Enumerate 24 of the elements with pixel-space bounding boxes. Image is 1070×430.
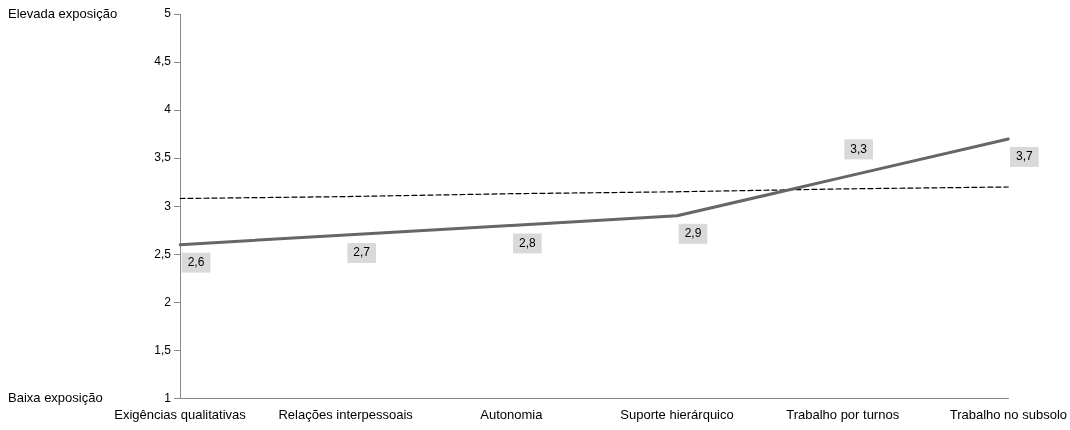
y-tick-label: 5 (164, 6, 172, 21)
text: Elevada exposição (8, 5, 118, 21)
x-tick-label: Trabalho por turnos (786, 406, 900, 422)
y-tick-label: 4,5 (154, 54, 172, 69)
y-tick-label: 1,5 (154, 342, 172, 357)
x-tick-label: Exigências qualitativas (114, 406, 247, 422)
y-tick-label: 4 (164, 102, 172, 117)
data-label: 2,9 (684, 226, 702, 241)
data-label: 2,8 (518, 235, 536, 250)
y-tick-label: 1 (164, 390, 172, 405)
x-tick-label: Relações interpessoais (278, 406, 414, 422)
y-tick-label: 3,5 (154, 150, 172, 165)
text: Baixa exposição (8, 389, 103, 405)
x-tick-label: Autonomia (480, 406, 544, 422)
data-label: 2,7 (353, 245, 371, 260)
y-tick-label: 2 (164, 294, 172, 309)
data-label: 3,3 (850, 141, 868, 156)
x-tick-label: Suporte hierárquico (620, 406, 734, 422)
line-series (179, 186, 1009, 200)
data-label: 2,6 (187, 254, 205, 269)
y-tick-label: 2,5 (154, 246, 172, 261)
data-label: 3,7 (1016, 149, 1034, 164)
x-tick-label: Trabalho no subsolo (949, 406, 1068, 422)
y-tick-label: 3 (164, 198, 172, 213)
